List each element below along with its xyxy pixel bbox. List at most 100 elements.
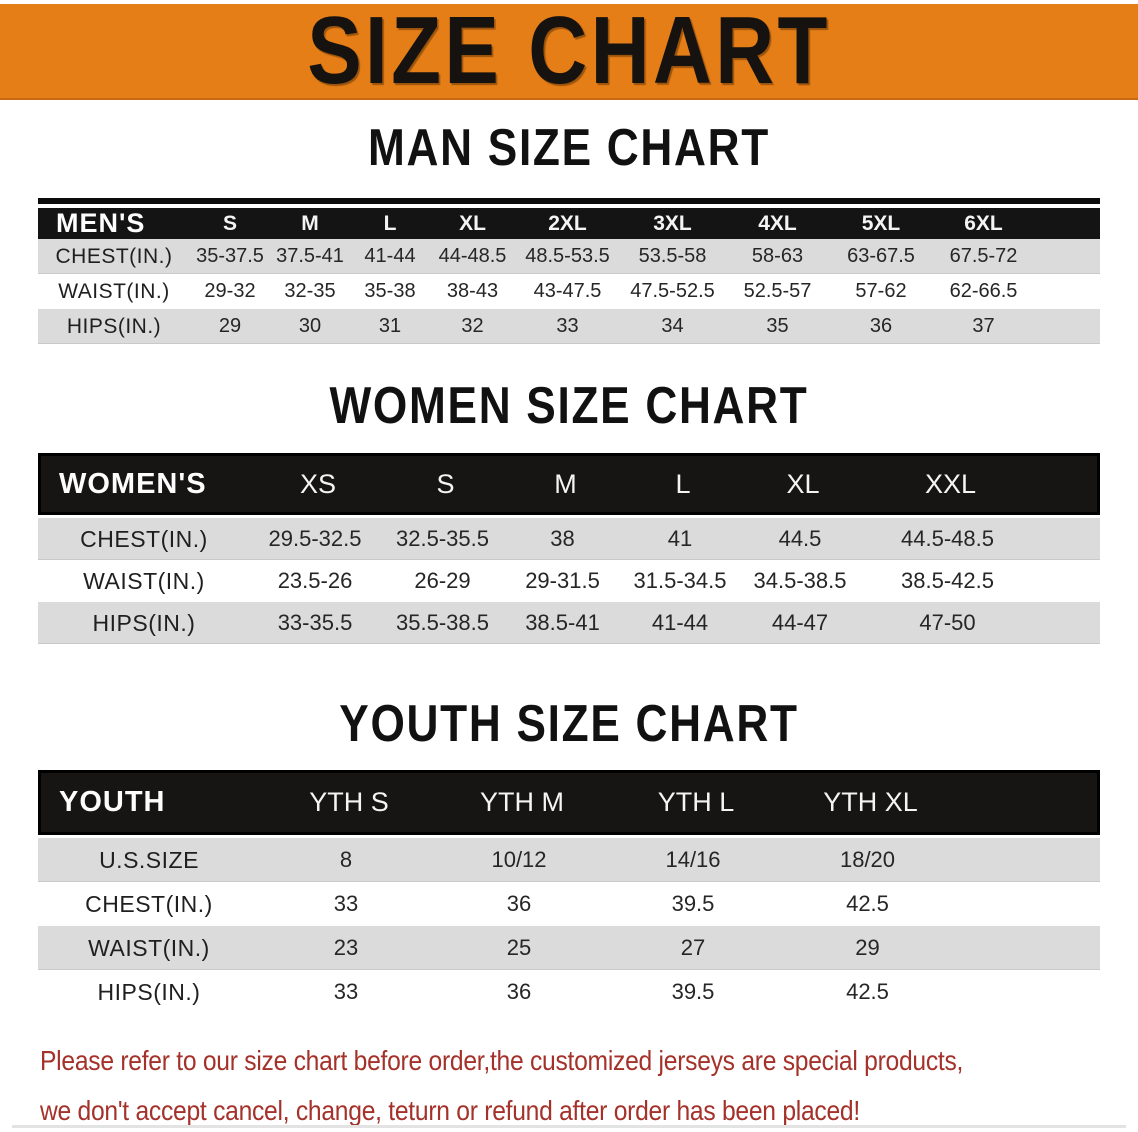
cell-value: 33 — [333, 891, 359, 916]
cell-value: 44.5 — [778, 526, 822, 551]
cell-value: 41-44 — [364, 245, 416, 267]
row-label: WAIST(IN.) — [83, 567, 205, 594]
womens-size-table: WOMEN'S XS S M L XL XXL CHEST(IN.) 29.5-32.5 32.… — [38, 453, 1100, 644]
cell-value: 29 — [218, 315, 242, 337]
women-size-chart-heading: WOMEN SIZE CHART — [329, 377, 809, 435]
cell-value: 18/20 — [839, 847, 896, 872]
cell-value: 31.5-34.5 — [633, 568, 727, 593]
cell-value: 39.5 — [671, 979, 715, 1004]
cell-value: 62-66.5 — [949, 280, 1018, 302]
cell-value: 35 — [766, 315, 789, 337]
cell-value: 47-50 — [919, 610, 976, 635]
cell-value: 39.5 — [671, 891, 715, 916]
womens-table-body: CHEST(IN.) 29.5-32.5 32.5-35.5 38 41 44.5 44.5… — [38, 518, 1100, 644]
youth-table-header-row: YOUTH YTH S YTH M YTH L YTH XL — [38, 770, 1100, 835]
cell-value: 33-35.5 — [277, 610, 353, 635]
cell-value: 32.5-35.5 — [396, 526, 489, 551]
table-header-label: YOUTH — [59, 786, 166, 818]
column-header: YTH S — [309, 787, 389, 817]
cell-value: 33 — [333, 979, 359, 1004]
man-size-chart-heading: MAN SIZE CHART — [368, 119, 770, 177]
cell-value: 23.5-26 — [277, 568, 353, 593]
cell-value: 44-47 — [771, 610, 829, 635]
table-row: HIPS(IN.) 33 36 39.5 42.5 — [38, 970, 1100, 1014]
cell-value: 30 — [298, 315, 322, 337]
cell-value: 27 — [680, 935, 706, 960]
cell-value: 26-29 — [414, 568, 471, 593]
column-header: 3XL — [653, 211, 692, 235]
disclaimer-line-2: we don't accept cancel, change, teturn o… — [40, 1095, 860, 1126]
column-header: 6XL — [964, 211, 1003, 235]
cell-value: 33 — [556, 315, 579, 337]
cell-value: 29 — [855, 935, 880, 960]
column-header: 2XL — [548, 211, 587, 235]
cell-value: 44.5-48.5 — [901, 526, 994, 551]
cell-value: 38 — [550, 526, 575, 551]
row-label: WAIST(IN.) — [88, 934, 210, 961]
cell-value: 36 — [506, 891, 532, 916]
table-header-label: MEN'S — [56, 208, 146, 238]
cell-value: 37 — [972, 315, 995, 337]
mens-table-top-border — [38, 198, 1100, 204]
cell-value: 48.5-53.5 — [525, 245, 610, 267]
mens-table-body: CHEST(IN.) 35-37.5 37.5-41 41-44 44-48.5 48.5… — [38, 239, 1100, 344]
cell-value: 47.5-52.5 — [630, 280, 715, 302]
cell-value: 29-32 — [204, 280, 256, 302]
table-row: HIPS(IN.) 29 30 31 32 33 34 35 36 37 — [38, 309, 1100, 344]
bottom-edge-line — [12, 1125, 1126, 1128]
disclaimer-note: Please refer to our size chart before or… — [40, 1036, 1004, 1132]
row-label: WAIST(IN.) — [58, 279, 170, 303]
table-row: WAIST(IN.) 29-32 32-35 35-38 38-43 43-47.5 47.… — [38, 274, 1100, 309]
cell-value: 23 — [333, 935, 359, 960]
cell-value: 29-31.5 — [525, 568, 600, 593]
column-header: XXL — [924, 468, 977, 499]
cell-value: 32-35 — [284, 280, 336, 302]
cell-value: 35.5-38.5 — [396, 610, 489, 635]
cell-value: 8 — [339, 847, 353, 872]
cell-value: 38.5-42.5 — [901, 568, 994, 593]
column-header: M — [301, 211, 319, 235]
cell-value: 14/16 — [665, 847, 721, 872]
banner: SIZE CHART — [0, 0, 1138, 104]
cell-value: 36 — [869, 315, 893, 337]
table-row: U.S.SIZE 8 10/12 14/16 18/20 — [38, 838, 1100, 882]
cell-value: 42.5 — [846, 891, 889, 916]
cell-value: 36 — [506, 979, 532, 1004]
cell-value: 35-37.5 — [196, 245, 264, 267]
cell-value: 38.5-41 — [525, 610, 600, 635]
column-header: 4XL — [758, 211, 797, 235]
cell-value: 42.5 — [846, 979, 889, 1004]
table-row: HIPS(IN.) 33-35.5 35.5-38.5 38.5-41 41-44 44-… — [38, 602, 1100, 644]
cell-value: 37.5-41 — [276, 245, 344, 267]
cell-value: 32 — [461, 315, 484, 337]
column-header: M — [554, 468, 577, 499]
table-row: WAIST(IN.) 23.5-26 26-29 29-31.5 31.5-34.5 34… — [38, 560, 1100, 602]
banner-title: SIZE CHART — [307, 0, 831, 104]
row-label: CHEST(IN.) — [55, 244, 173, 268]
cell-value: 53.5-58 — [638, 245, 707, 267]
table-row: CHEST(IN.) 33 36 39.5 42.5 — [38, 882, 1100, 926]
cell-value: 35-38 — [364, 280, 416, 302]
youth-table-body: U.S.SIZE 8 10/12 14/16 18/20 CHEST(IN.) 33 36 39… — [38, 838, 1100, 1014]
column-header: YTH M — [480, 787, 564, 817]
cell-value: 57-62 — [855, 280, 907, 302]
cell-value: 10/12 — [491, 847, 547, 872]
column-header: L — [383, 211, 397, 235]
youth-size-chart-heading: YOUTH SIZE CHART — [339, 695, 799, 753]
cell-value: 44-48.5 — [438, 245, 507, 267]
cell-value: 25 — [506, 935, 532, 960]
disclaimer-line-1: Please refer to our size chart before or… — [40, 1045, 964, 1076]
cell-value: 41 — [667, 526, 693, 551]
table-row: CHEST(IN.) 29.5-32.5 32.5-35.5 38 41 44.5 44.5… — [38, 518, 1100, 560]
table-row: WAIST(IN.) 23 25 27 29 — [38, 926, 1100, 970]
column-header: L — [675, 468, 691, 499]
mens-size-table: MEN'S S M L XL 2XL 3XL 4XL 5XL 6XL CHEST(IN.) 35-3… — [38, 198, 1100, 344]
row-label: HIPS(IN.) — [97, 978, 201, 1005]
column-header: XS — [299, 468, 337, 499]
cell-value: 29.5-32.5 — [268, 526, 362, 551]
table-row: CHEST(IN.) 35-37.5 37.5-41 41-44 44-48.5 48.5… — [38, 239, 1100, 274]
womens-table-header-row: WOMEN'S XS S M L XL XXL — [38, 453, 1100, 515]
column-header: S — [436, 468, 455, 499]
youth-size-table: YOUTH YTH S YTH M YTH L YTH XL U.S.SIZE 8 10/1… — [38, 770, 1100, 1014]
